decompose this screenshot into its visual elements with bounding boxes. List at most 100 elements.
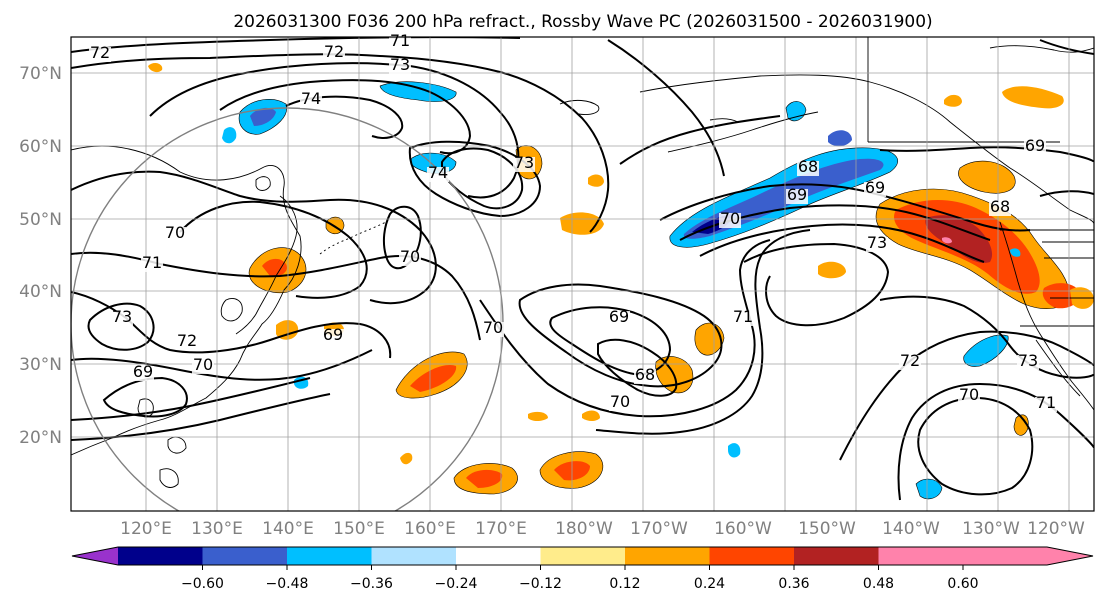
philippines-coastline	[159, 468, 179, 488]
contour-line	[607, 39, 725, 177]
lon-label: 130°W	[962, 519, 1020, 539]
contour-label-bg	[608, 311, 630, 326]
contour-label-bg	[141, 257, 163, 272]
contour-label: 68	[990, 197, 1010, 216]
anomaly-patch	[1010, 248, 1021, 257]
contour-label: 74	[428, 163, 448, 182]
anomaly-patch	[466, 469, 503, 488]
contour-label: 69	[323, 325, 343, 344]
anomaly-patch	[528, 411, 548, 421]
contour-label-bg	[323, 46, 345, 61]
colorbar-segment	[963, 547, 1093, 565]
lon-label: 160°W	[714, 519, 772, 539]
anomaly-patch	[958, 160, 1016, 194]
contour-line	[839, 330, 1094, 461]
contour-line	[619, 115, 781, 165]
contour-label-bg	[1035, 397, 1057, 412]
island-chain	[319, 221, 387, 255]
lat-label: 30°N	[19, 355, 62, 375]
contour-label-bg	[609, 396, 631, 411]
asia-coastline	[71, 145, 302, 456]
lon-label: 180°W	[555, 519, 613, 539]
contour-line	[219, 79, 472, 155]
contour-label-bg	[176, 335, 198, 350]
anomaly-patch	[262, 258, 287, 277]
anomaly-patch	[818, 261, 846, 279]
contour-label-bg	[989, 201, 1011, 216]
lon-label: 170°E	[475, 519, 527, 539]
taiwan-coastline	[137, 398, 154, 418]
contour-label-bg	[958, 389, 980, 404]
contour-label: 70	[483, 318, 503, 337]
contour-label-bg	[866, 237, 888, 252]
figure-title: 2026031300 F036 200 hPa refract., Rossby…	[233, 12, 932, 32]
contour-label-bg	[89, 47, 111, 62]
contour-label-bg	[1017, 355, 1039, 370]
colorbar-tick-label: 0.24	[694, 576, 725, 592]
lat-label: 70°N	[19, 64, 62, 84]
anomaly-patch	[728, 443, 741, 458]
contour-label-bg	[132, 366, 154, 381]
colorbar-extend-low	[72, 547, 118, 565]
lon-label: 120°W	[1027, 519, 1085, 539]
contour-label-bg	[482, 322, 504, 337]
anomaly-patch	[410, 364, 457, 392]
baja-coast	[1035, 339, 1081, 397]
contour-label-bg	[719, 213, 741, 228]
contour-label-bg	[899, 355, 921, 370]
anomaly-patch	[1042, 283, 1081, 309]
anomaly-patch	[148, 63, 163, 73]
lon-label: 150°E	[333, 519, 385, 539]
colorbar-segment	[878, 547, 963, 565]
anomaly-patch	[276, 320, 299, 340]
contour-label: 72	[900, 351, 920, 370]
contour-label: 72	[90, 43, 110, 62]
lat-label: 40°N	[19, 282, 62, 302]
colorbar-segment	[287, 547, 372, 565]
alaska-canada-coastline	[639, 74, 1094, 225]
lon-label: 160°E	[404, 519, 456, 539]
contour-line	[441, 147, 524, 210]
colorbar-ticks	[202, 565, 964, 570]
lon-label: 140°W	[882, 519, 940, 539]
contour-line	[87, 302, 155, 351]
longitude-labels: 120°E 130°E 140°E 150°E 160°E 170°E 180°…	[120, 519, 1085, 539]
contour-line	[743, 242, 890, 327]
contour-label: 70	[193, 355, 213, 374]
contour-label-bg	[1024, 140, 1046, 155]
lat-label: 20°N	[19, 428, 62, 448]
contour-line	[149, 62, 520, 199]
contour-line	[71, 377, 311, 421]
colorbar-tick-label: −0.12	[519, 576, 562, 592]
contour-label: 72	[324, 42, 344, 61]
colorbar-tick-label: −0.60	[181, 576, 224, 592]
colorbar-segment	[456, 547, 541, 565]
contour-line	[71, 53, 610, 233]
contour-label: 69	[1025, 136, 1045, 155]
anomaly-patch	[582, 410, 600, 421]
contour-label: 69	[133, 362, 153, 381]
contour-label: 70	[720, 209, 740, 228]
contour-line	[879, 295, 1094, 379]
contour-label: 69	[787, 185, 807, 204]
colorbar: −0.60 −0.48 −0.36 −0.24 −0.12 0.12 0.24 …	[71, 546, 1094, 592]
lat-label: 60°N	[19, 137, 62, 157]
colorbar-segment	[202, 547, 287, 565]
colorbar-tick-label: −0.36	[350, 576, 393, 592]
lon-label: 170°W	[630, 519, 688, 539]
contour-label: 69	[609, 307, 629, 326]
contour-label: 71	[1036, 393, 1056, 412]
korea-coastline	[220, 298, 243, 322]
map-frame	[70, 36, 1095, 512]
contour-label: 73	[514, 153, 534, 172]
anomaly-patch	[1002, 86, 1064, 109]
island-outline	[255, 176, 271, 191]
contour-line	[479, 239, 771, 418]
lon-label: 140°E	[262, 519, 314, 539]
colorbar-segment	[371, 547, 456, 565]
colorbar-outline	[71, 546, 1094, 566]
contour-label: 74	[301, 89, 321, 108]
anomaly-patch	[828, 130, 852, 147]
